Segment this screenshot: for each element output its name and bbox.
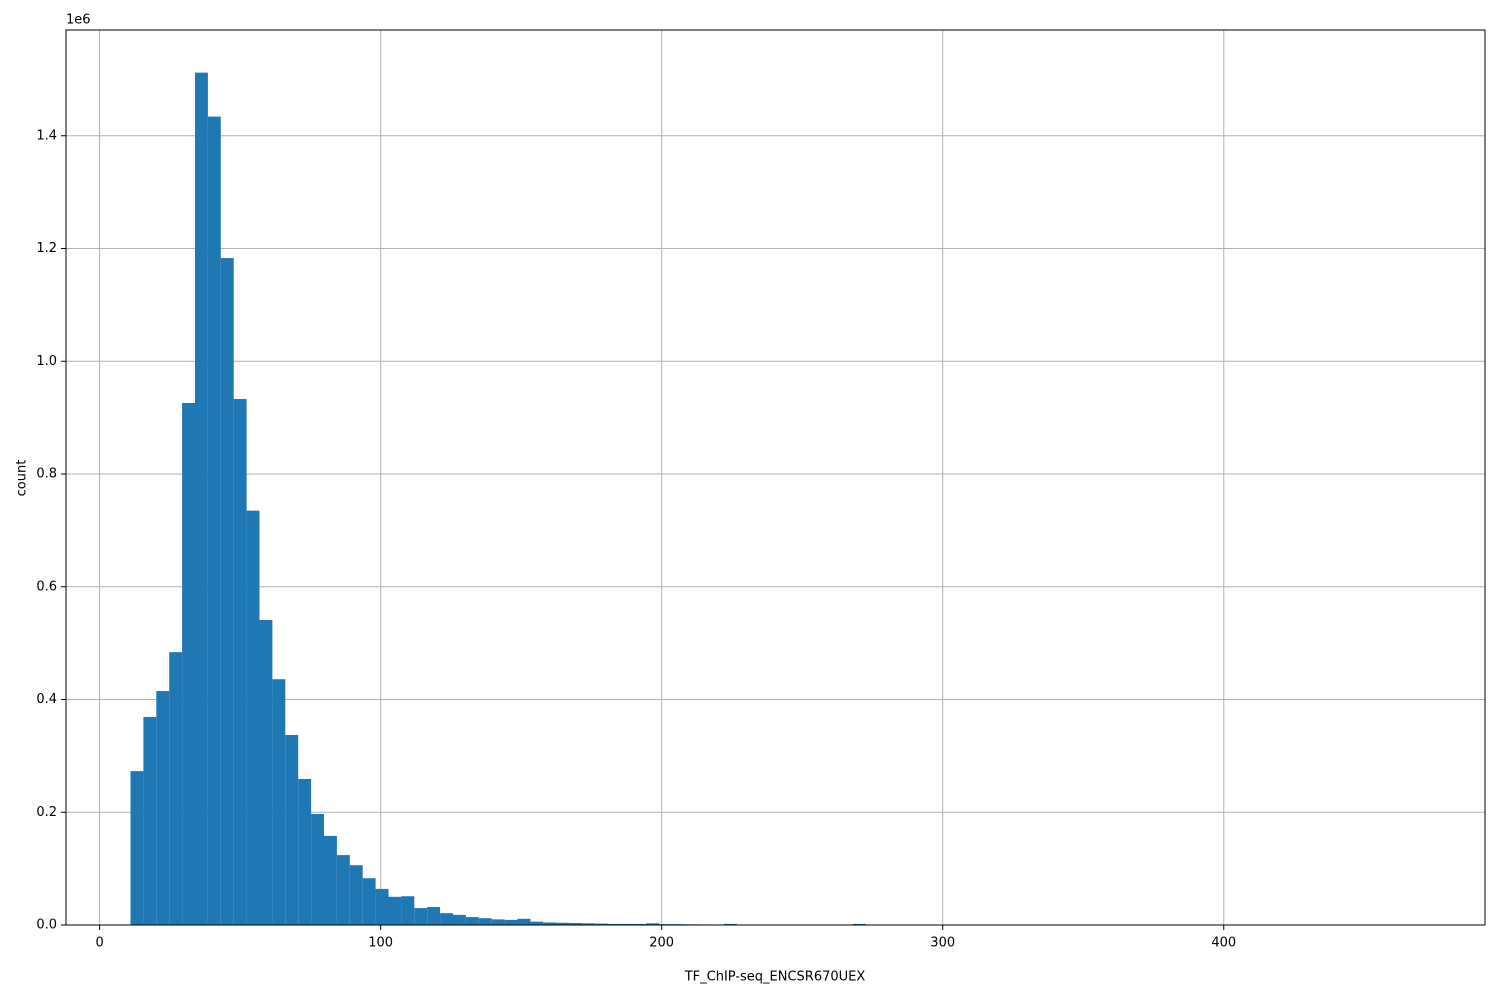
bar (311, 814, 324, 925)
bar (518, 919, 531, 925)
y-offset-label: 1e6 (66, 13, 91, 28)
bar (131, 771, 144, 925)
bar (143, 717, 156, 925)
bar (466, 917, 479, 925)
y-tick-label: 1.0 (36, 354, 57, 369)
bar (376, 889, 389, 925)
bar (505, 920, 518, 925)
y-tick-label: 0.2 (36, 805, 57, 820)
bar (337, 855, 350, 925)
bar (453, 915, 466, 925)
bar (350, 865, 363, 925)
bar (156, 691, 169, 925)
bar (272, 679, 285, 925)
y-tick-label: 0.6 (36, 579, 57, 594)
bar (530, 922, 543, 925)
bar (324, 836, 337, 925)
bar (479, 918, 492, 925)
bar (440, 913, 453, 925)
bar (298, 779, 311, 925)
bar (285, 735, 298, 925)
bar (427, 907, 440, 925)
y-tick-label: 0.8 (36, 467, 57, 482)
bar (492, 919, 505, 925)
y-tick-label: 1.4 (36, 128, 57, 143)
bar (363, 878, 376, 925)
y-axis-label: count (15, 460, 30, 497)
bar (401, 896, 414, 925)
bar (389, 897, 402, 925)
bar (221, 258, 234, 925)
x-tick-label: 200 (649, 936, 674, 951)
x-tick-label: 400 (1211, 936, 1236, 951)
bar (414, 908, 427, 925)
y-tick-label: 1.2 (36, 241, 57, 256)
x-axis-label: TF_ChIP-seq_ENCSR670UEX (684, 970, 866, 985)
x-tick-label: 300 (930, 936, 955, 951)
y-tick-label: 0.4 (36, 692, 57, 707)
bar (260, 620, 273, 925)
x-tick-label: 100 (368, 936, 393, 951)
bar (208, 117, 221, 925)
bar (247, 511, 260, 925)
bar (182, 403, 195, 925)
bar (195, 73, 208, 925)
x-tick-label: 0 (95, 936, 103, 951)
y-tick-label: 0.0 (36, 918, 57, 933)
bar (169, 652, 182, 925)
bar (234, 399, 247, 925)
